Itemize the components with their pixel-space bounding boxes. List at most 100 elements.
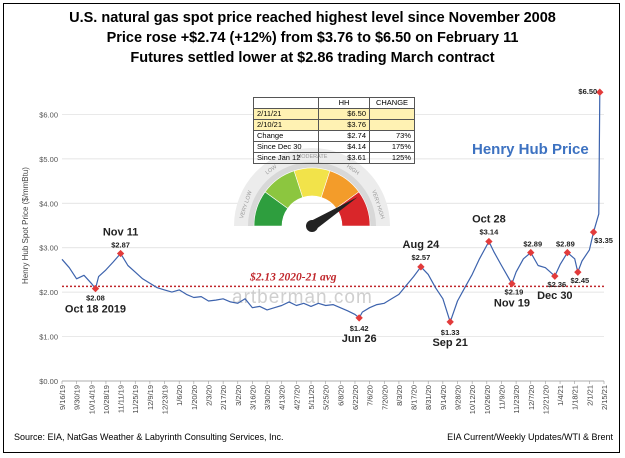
y-tick-label: $1.00 (39, 333, 58, 342)
annotation-date-label: Aug 24 (403, 239, 441, 251)
table-header-row: HH CHANGE (253, 97, 415, 109)
table-row: Since Jan 12 $3.61 125% (253, 152, 415, 164)
x-tick-label: 10/14/19 (87, 385, 96, 414)
y-tick-label: $6.00 (39, 110, 58, 119)
x-tick-label: 11/11/19 (117, 385, 126, 413)
table-cell (369, 108, 415, 120)
average-label: $2.13 2020-21 avg (249, 270, 337, 283)
annotation-marker (508, 280, 516, 288)
annotation-price: $2.87 (111, 240, 130, 249)
x-tick-label: 11/23/20 (512, 385, 521, 414)
table-cell: 175% (369, 141, 415, 153)
annotation-marker (446, 318, 454, 326)
annotation-marker (574, 268, 582, 276)
annotation-marker (551, 272, 559, 280)
table-cell: 73% (369, 130, 415, 142)
table-cell (369, 119, 415, 131)
annotation-price: $2.89 (523, 240, 542, 249)
annotation-price: $3.35 (594, 236, 613, 245)
x-tick-label: 2/15/21 (600, 385, 609, 410)
annotation-marker (589, 228, 598, 236)
x-tick-label: 11/9/20 (497, 385, 506, 409)
table-cell: $2.74 (318, 130, 370, 142)
table-cell: Change (253, 130, 319, 142)
x-tick-label: 6/8/20 (336, 385, 345, 406)
title-line-1: U.S. natural gas spot price reached high… (69, 10, 556, 26)
x-tick-label: 6/22/20 (351, 385, 360, 410)
x-tick-label: 2/3/20 (204, 385, 213, 406)
annotation-price: $2.57 (412, 253, 431, 262)
x-tick-label: 2/17/20 (219, 385, 228, 410)
table-cell: $6.50 (318, 108, 370, 120)
table-header (253, 97, 319, 109)
x-tick-label: 9/16/19 (58, 385, 67, 410)
table-header: CHANGE (369, 97, 415, 109)
credits-footnote: EIA Current/Weekly Updates/WTI & Brent (447, 432, 613, 442)
annotation-marker (527, 248, 535, 257)
x-tick-label: 4/27/20 (292, 385, 301, 410)
y-axis-label: Henry Hub Spot Price ($/mmBtu) (21, 167, 30, 284)
annotation-marker (417, 263, 425, 271)
gauge-bezel (246, 160, 378, 227)
price-change-table: HH CHANGE 2/11/21 $6.50 2/10/21 $3.76 Ch… (253, 97, 415, 164)
annotation-marker (485, 237, 493, 246)
table-cell: Since Dec 30 (253, 141, 319, 153)
annotation-price: $6.50 (578, 87, 597, 96)
y-tick-label: $0.00 (39, 377, 58, 386)
table-header: HH (318, 97, 370, 109)
x-tick-label: 3/30/20 (263, 385, 272, 410)
table-cell: Since Jan 12 (253, 152, 319, 164)
x-tick-label: 7/6/20 (366, 385, 375, 406)
table-row: 2/11/21 $6.50 (253, 108, 415, 120)
annotation-marker (596, 88, 604, 96)
x-tick-label: 1/20/20 (190, 385, 199, 410)
y-tick-label: $4.00 (39, 199, 58, 208)
table-row: 2/10/21 $3.76 (253, 119, 415, 131)
annotation-date-label: Sep 21 (432, 337, 467, 349)
annotation-date-label: Oct 28 (472, 213, 506, 225)
annotation-price: $2.45 (570, 276, 589, 285)
series-line (61, 92, 601, 323)
table-cell: $3.61 (318, 152, 370, 164)
annotation-price: $2.36 (547, 280, 566, 289)
x-tick-label: 9/28/20 (454, 385, 463, 410)
annotation-date-label: Dec 30 (537, 290, 572, 302)
table-cell: $4.14 (318, 141, 370, 153)
y-tick-label: $5.00 (39, 155, 58, 164)
x-tick-label: 4/13/20 (278, 385, 287, 410)
x-tick-label: 1/4/21 (556, 385, 565, 406)
title-line-3: Futures settled lower at $2.86 trading M… (130, 50, 495, 66)
x-tick-label: 10/26/20 (483, 385, 492, 414)
x-tick-label: 12/9/19 (146, 385, 155, 410)
x-tick-label: 11/25/19 (131, 385, 140, 414)
x-tick-label: 3/16/20 (248, 385, 257, 410)
watermark: artberman.com (232, 287, 373, 308)
source-footnote: Source: EIA, NatGas Weather & Labyrinth … (14, 432, 284, 442)
annotation-price: $2.19 (505, 288, 524, 297)
x-tick-label: 1/6/20 (175, 385, 184, 406)
x-tick-label: 1/18/21 (571, 385, 580, 410)
gauge-needle (309, 197, 358, 231)
x-tick-label: 9/14/20 (439, 385, 448, 410)
x-tick-label: 7/20/20 (380, 385, 389, 410)
annotation-date-label: Jun 26 (342, 333, 377, 345)
x-tick-label: 12/21/20 (541, 385, 550, 414)
annotation-date-label: Nov 19 (494, 298, 530, 310)
annotation-price: $1.42 (350, 324, 369, 333)
annotation-marker (355, 314, 363, 322)
table-row: Change $2.74 73% (253, 130, 415, 142)
x-tick-label: 3/2/20 (234, 385, 243, 406)
x-tick-label: 9/30/19 (73, 385, 82, 410)
x-tick-label: 5/25/20 (322, 385, 331, 410)
x-tick-label: 12/23/19 (161, 385, 170, 414)
annotation-date-label: Oct 18 2019 (65, 304, 126, 316)
x-tick-label: 2/1/21 (585, 385, 594, 406)
y-tick-label: $2.00 (39, 288, 58, 297)
title-line-2: Price rose +$2.74 (+12%) from $3.76 to $… (106, 30, 519, 46)
gauge-hub (306, 220, 318, 232)
x-tick-label: 5/11/20 (307, 385, 316, 409)
annotation-price: $2.08 (86, 294, 105, 303)
annotation-price: $2.89 (556, 240, 575, 249)
x-tick-label: 10/28/19 (102, 385, 111, 414)
